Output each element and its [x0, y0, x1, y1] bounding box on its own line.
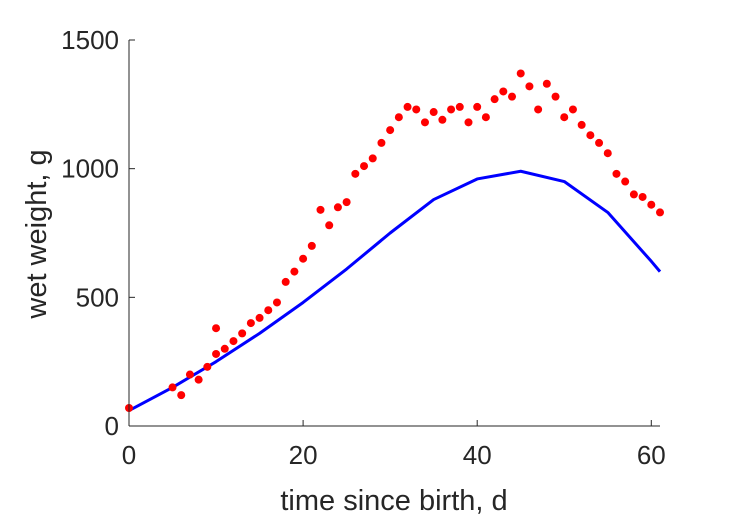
data-point — [447, 105, 455, 113]
data-point — [325, 221, 333, 229]
data-point — [438, 116, 446, 124]
data-point — [212, 324, 220, 332]
data-point — [604, 149, 612, 157]
data-point — [499, 87, 507, 95]
x-axis-ticks: 0 20 40 60 — [122, 420, 666, 470]
data-point — [256, 314, 264, 322]
data-point — [212, 350, 220, 358]
data-point — [639, 193, 647, 201]
data-point — [247, 319, 255, 327]
data-point — [456, 103, 464, 111]
x-tick-label: 60 — [637, 440, 666, 470]
data-point — [534, 105, 542, 113]
plot-area — [125, 69, 664, 412]
data-point — [412, 105, 420, 113]
data-point — [621, 178, 629, 186]
data-point — [595, 139, 603, 147]
data-point — [203, 363, 211, 371]
y-tick-label: 500 — [76, 282, 119, 312]
data-point — [578, 121, 586, 129]
data-point — [343, 198, 351, 206]
data-point — [290, 268, 298, 276]
data-point — [221, 345, 229, 353]
data-point — [525, 82, 533, 90]
data-point — [299, 255, 307, 263]
data-point — [264, 306, 272, 314]
data-point — [177, 391, 185, 399]
data-point — [560, 113, 568, 121]
x-tick-label: 0 — [122, 440, 136, 470]
data-point — [508, 93, 516, 101]
data-point — [386, 126, 394, 134]
y-tick-label: 1000 — [61, 154, 119, 184]
data-point — [586, 131, 594, 139]
axes: 0 20 40 60 0 500 1000 1500 — [61, 25, 666, 470]
data-point — [360, 162, 368, 170]
data-point — [238, 329, 246, 337]
y-tick-label: 0 — [105, 411, 119, 441]
x-tick-label: 20 — [289, 440, 318, 470]
data-point — [169, 383, 177, 391]
data-point — [369, 154, 377, 162]
data-point — [195, 376, 203, 384]
data-point — [552, 93, 560, 101]
data-point — [273, 298, 281, 306]
y-axis-label: wet weight, g — [21, 149, 53, 319]
data-point — [317, 206, 325, 214]
data-point — [482, 113, 490, 121]
fit-line — [129, 171, 660, 410]
scatter-chart: 0 20 40 60 0 500 1000 1500 time since birth, d… — [0, 0, 729, 521]
data-point — [491, 95, 499, 103]
data-point — [464, 118, 472, 126]
data-point — [377, 139, 385, 147]
data-point — [647, 201, 655, 209]
y-axis-ticks: 0 500 1000 1500 — [61, 25, 135, 441]
x-tick-label: 40 — [463, 440, 492, 470]
data-point — [404, 103, 412, 111]
data-point — [612, 170, 620, 178]
data-point — [430, 108, 438, 116]
data-point — [543, 80, 551, 88]
data-point — [395, 113, 403, 121]
data-point — [229, 337, 237, 345]
x-axis-label: time since birth, d — [280, 485, 507, 517]
data-point — [656, 208, 664, 216]
data-point — [569, 105, 577, 113]
data-point — [473, 103, 481, 111]
data-point — [334, 203, 342, 211]
data-point — [351, 170, 359, 178]
data-point — [282, 278, 290, 286]
data-point — [186, 371, 194, 379]
data-point — [421, 118, 429, 126]
data-point — [308, 242, 316, 250]
y-tick-label: 1500 — [61, 25, 119, 55]
data-point — [630, 190, 638, 198]
data-point — [517, 69, 525, 77]
